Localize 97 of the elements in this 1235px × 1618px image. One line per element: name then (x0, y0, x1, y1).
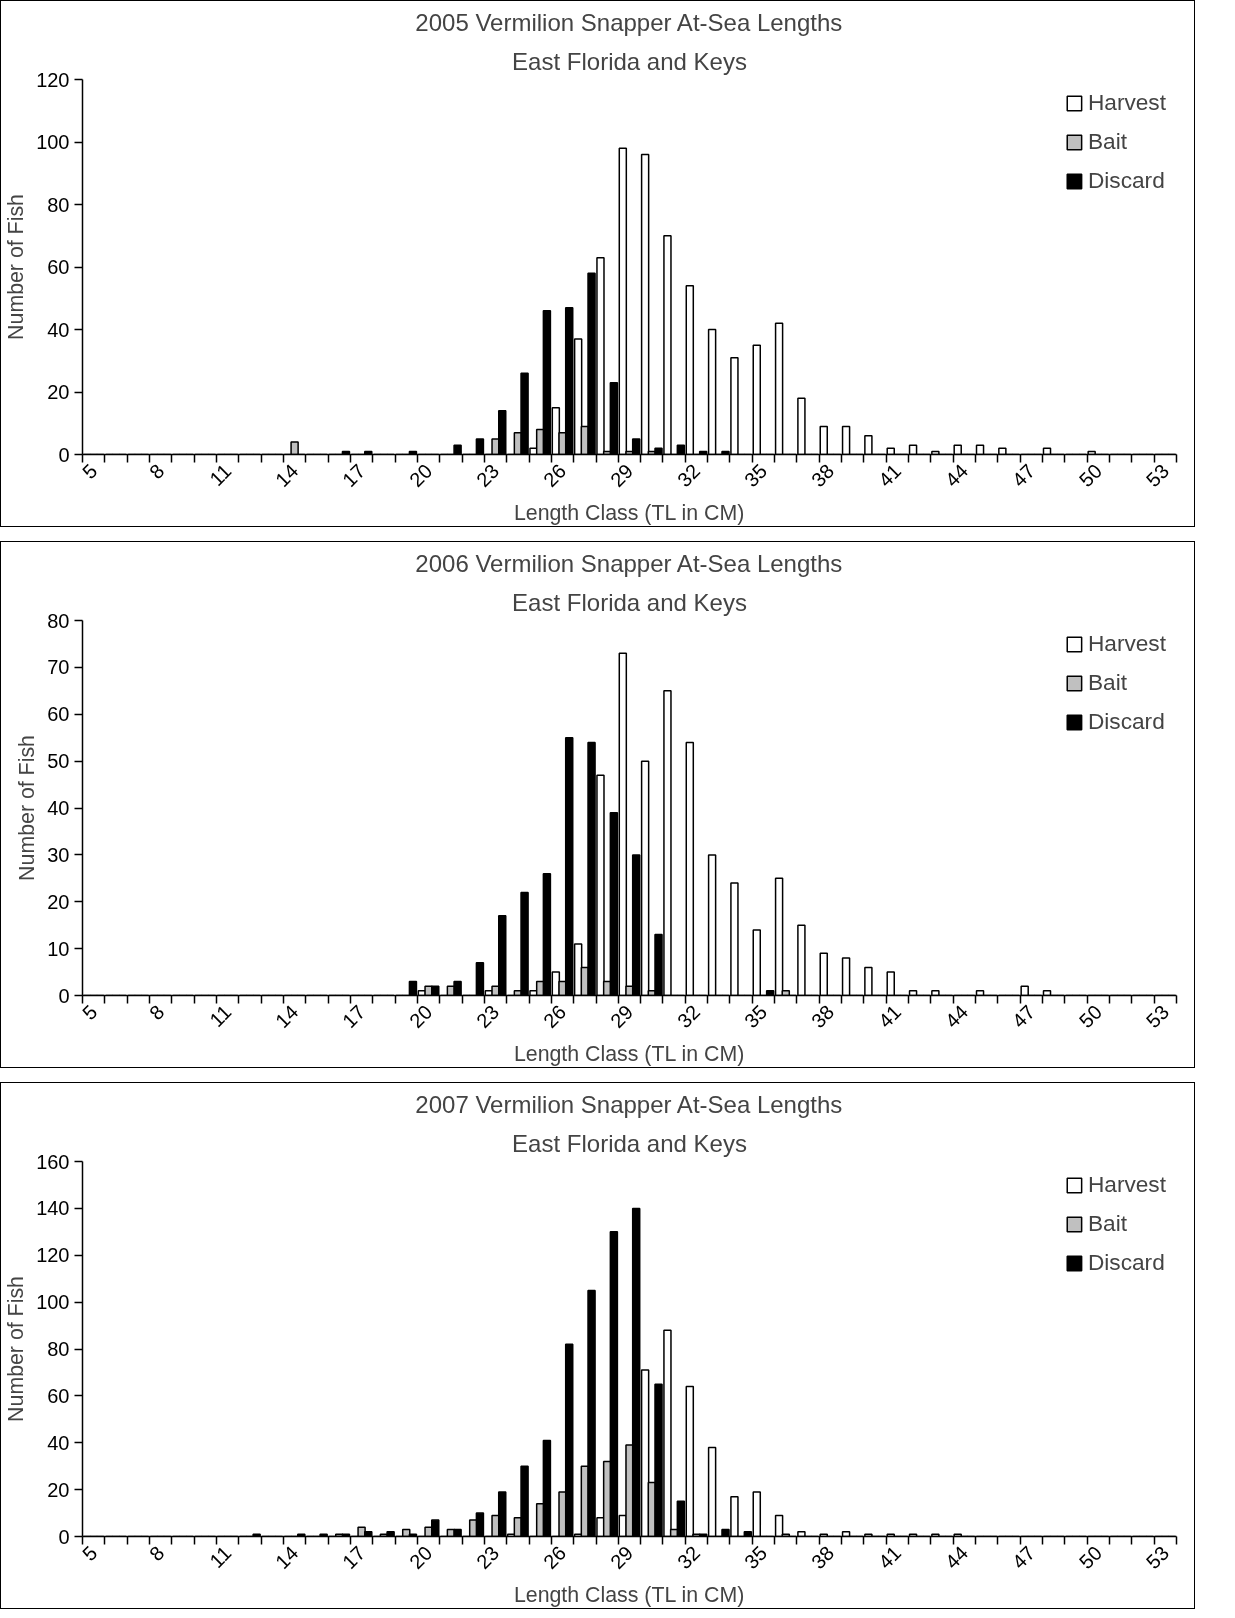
x-tick-label: 17 (338, 1000, 370, 1033)
y-tick-label: 0 (58, 443, 70, 466)
x-tick-label: 11 (205, 459, 236, 490)
y-tick-label: 40 (47, 797, 70, 819)
x-tick-label: 47 (1007, 459, 1040, 492)
y-tick-label: 120 (36, 68, 70, 91)
y-tick-label: 40 (47, 1431, 70, 1454)
x-tick-label: 23 (472, 459, 504, 492)
y-tick-label: 140 (36, 1197, 70, 1220)
x-tick-label: 11 (205, 1000, 236, 1031)
x-tick-label: 5 (78, 1541, 102, 1566)
y-tick-label: 0 (58, 984, 70, 1007)
legend-label: Discard (1087, 167, 1165, 194)
x-tick-label: 14 (271, 1541, 303, 1574)
y-tick-label: 120 (36, 1244, 70, 1267)
x-tick-label: 41 (873, 459, 906, 492)
y-axis-title: Number of Fish (4, 1276, 29, 1422)
y-tick-label: 0 (58, 1525, 70, 1548)
x-tick-label: 44 (940, 1000, 973, 1033)
x-tick-label: 47 (1007, 1000, 1040, 1033)
legend-label: Bait (1087, 128, 1127, 155)
x-axis-title: Length Class (TL in CM) (513, 1042, 745, 1067)
x-tick-label: 23 (472, 1000, 504, 1033)
chart-title: 2006 Vermilion Snapper At-Sea Lengths (415, 549, 843, 577)
x-tick-label: 41 (873, 1541, 906, 1574)
x-tick-label: 11 (205, 1541, 236, 1572)
x-tick-label: 26 (539, 459, 571, 492)
legend-label: Discard (1087, 1249, 1165, 1276)
x-tick-label: 50 (1074, 459, 1107, 492)
y-tick-label: 100 (36, 131, 70, 153)
legend-label: Bait (1087, 669, 1127, 696)
x-tick-label: 38 (806, 459, 839, 492)
y-tick-label: 60 (47, 256, 70, 278)
x-tick-label: 23 (472, 1541, 504, 1574)
x-tick-label: 14 (271, 1000, 303, 1033)
x-tick-label: 35 (739, 459, 772, 492)
x-axis-title: Length Class (TL in CM) (513, 1583, 745, 1608)
x-tick-label: 38 (806, 1000, 839, 1033)
x-tick-label: 47 (1007, 1541, 1040, 1574)
x-tick-label: 26 (539, 1000, 571, 1033)
y-tick-label: 160 (36, 1150, 70, 1173)
y-tick-label: 50 (47, 750, 70, 773)
y-tick-label: 20 (47, 890, 70, 913)
x-tick-label: 50 (1074, 1541, 1107, 1574)
x-tick-label: 29 (605, 1541, 638, 1574)
y-tick-label: 10 (47, 937, 70, 960)
x-tick-label: 8 (145, 1000, 169, 1025)
x-tick-label: 8 (145, 459, 169, 484)
x-tick-label: 38 (806, 1541, 839, 1574)
x-tick-label: 29 (605, 459, 638, 492)
x-tick-label: 53 (1141, 1000, 1174, 1033)
chart-subtitle: East Florida and Keys (512, 47, 747, 75)
legend-label: Harvest (1087, 1171, 1166, 1198)
chart-title: 2005 Vermilion Snapper At-Sea Lengths (415, 8, 843, 36)
x-tick-label: 44 (940, 459, 973, 492)
y-tick-label: 30 (47, 843, 70, 866)
x-tick-label: 8 (145, 1541, 169, 1566)
x-tick-label: 32 (672, 1000, 705, 1033)
y-tick-label: 20 (47, 1478, 70, 1501)
x-tick-label: 20 (405, 459, 437, 492)
x-tick-label: 17 (338, 1541, 370, 1574)
x-tick-label: 32 (672, 1541, 705, 1574)
y-tick-label: 100 (36, 1291, 70, 1314)
x-axis-title: Length Class (TL in CM) (513, 501, 745, 526)
x-tick-label: 41 (873, 1000, 906, 1033)
y-axis-title: Number of Fish (4, 194, 29, 340)
chart-subtitle: East Florida and Keys (512, 1129, 747, 1157)
x-tick-label: 5 (78, 459, 102, 484)
x-tick-label: 29 (605, 1000, 638, 1033)
x-tick-label: 20 (405, 1541, 437, 1574)
x-tick-label: 53 (1141, 459, 1174, 492)
y-tick-label: 40 (47, 318, 70, 341)
x-tick-label: 50 (1074, 1000, 1107, 1033)
legend-label: Harvest (1087, 89, 1166, 116)
y-axis-title: Number of Fish (15, 735, 40, 881)
legend-label: Bait (1087, 1210, 1127, 1237)
x-tick-label: 5 (78, 1000, 102, 1025)
x-tick-label: 44 (940, 1541, 973, 1574)
x-tick-label: 14 (271, 459, 303, 492)
y-tick-label: 80 (47, 1338, 70, 1360)
x-tick-label: 35 (739, 1541, 772, 1574)
y-tick-label: 70 (47, 656, 70, 679)
legend-label: Discard (1087, 708, 1165, 735)
y-tick-label: 60 (47, 703, 70, 726)
x-tick-label: 20 (405, 1000, 437, 1033)
x-tick-label: 35 (739, 1000, 772, 1033)
x-tick-label: 32 (672, 459, 705, 492)
chart-subtitle: East Florida and Keys (512, 588, 747, 616)
y-tick-label: 80 (47, 193, 70, 216)
y-tick-label: 80 (47, 609, 70, 632)
y-tick-label: 20 (47, 381, 70, 403)
y-tick-label: 60 (47, 1384, 70, 1407)
x-tick-label: 26 (539, 1541, 571, 1574)
chart-title: 2007 Vermilion Snapper At-Sea Lengths (415, 1090, 843, 1118)
x-tick-label: 17 (338, 459, 370, 492)
x-tick-label: 53 (1141, 1541, 1174, 1574)
legend-label: Harvest (1087, 630, 1166, 657)
